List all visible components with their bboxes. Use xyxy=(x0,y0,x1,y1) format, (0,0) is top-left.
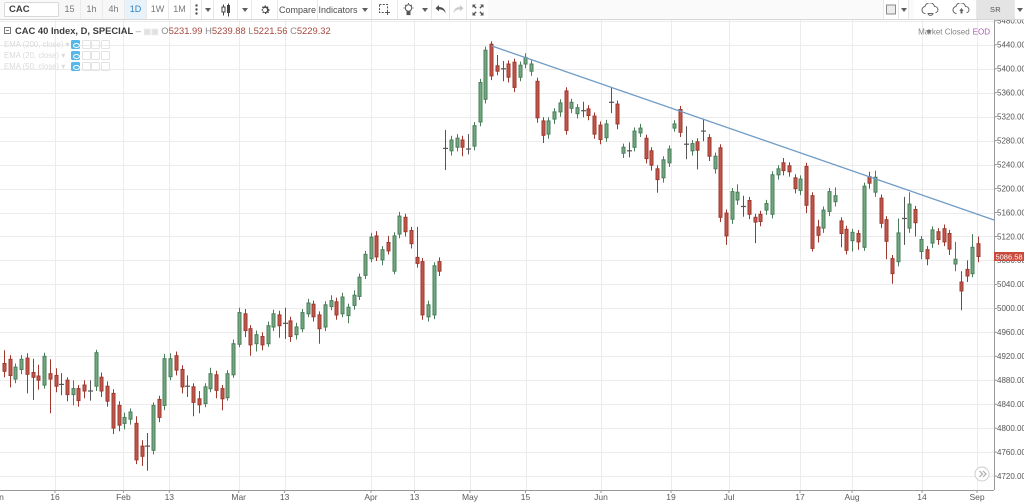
svg-text:4960.00: 4960.00 xyxy=(997,328,1024,337)
svg-text:Sep: Sep xyxy=(969,492,984,502)
svg-text:5200.00: 5200.00 xyxy=(997,184,1024,193)
svg-text:5040.00: 5040.00 xyxy=(997,280,1024,289)
svg-text:5360.00: 5360.00 xyxy=(997,89,1024,98)
svg-text:4720.00: 4720.00 xyxy=(997,472,1024,481)
svg-text:14: 14 xyxy=(917,492,927,502)
svg-text:4760.00: 4760.00 xyxy=(997,448,1024,457)
svg-text:5320.00: 5320.00 xyxy=(997,113,1024,122)
svg-text:May: May xyxy=(462,492,479,502)
svg-text:Jun: Jun xyxy=(594,492,608,502)
svg-text:4920.00: 4920.00 xyxy=(997,352,1024,361)
svg-text:16: 16 xyxy=(50,492,60,502)
svg-text:5160.00: 5160.00 xyxy=(997,208,1024,217)
svg-text:5400.00: 5400.00 xyxy=(997,65,1024,74)
svg-text:5120.00: 5120.00 xyxy=(997,232,1024,241)
svg-text:5280.00: 5280.00 xyxy=(997,136,1024,145)
svg-text:5480.00: 5480.00 xyxy=(997,20,1024,26)
svg-text:Jul: Jul xyxy=(724,492,735,502)
svg-text:Mar: Mar xyxy=(231,492,246,502)
svg-text:Apr: Apr xyxy=(364,492,377,502)
svg-text:4840.00: 4840.00 xyxy=(997,400,1024,409)
svg-text:13: 13 xyxy=(410,492,420,502)
svg-text:Aug: Aug xyxy=(844,492,859,502)
svg-text:4800.00: 4800.00 xyxy=(997,424,1024,433)
svg-text:5000.00: 5000.00 xyxy=(997,304,1024,313)
svg-text:5240.00: 5240.00 xyxy=(997,160,1024,169)
svg-text:4880.00: 4880.00 xyxy=(997,376,1024,385)
svg-text:5086.58: 5086.58 xyxy=(995,252,1022,261)
svg-text:13: 13 xyxy=(280,492,290,502)
svg-text:17: 17 xyxy=(795,492,805,502)
svg-text:13: 13 xyxy=(165,492,175,502)
svg-text:5440.00: 5440.00 xyxy=(997,41,1024,50)
svg-text:19: 19 xyxy=(666,492,676,502)
svg-text:Feb: Feb xyxy=(116,492,131,502)
svg-text:15: 15 xyxy=(521,492,531,502)
svg-text:Jan: Jan xyxy=(0,492,4,502)
